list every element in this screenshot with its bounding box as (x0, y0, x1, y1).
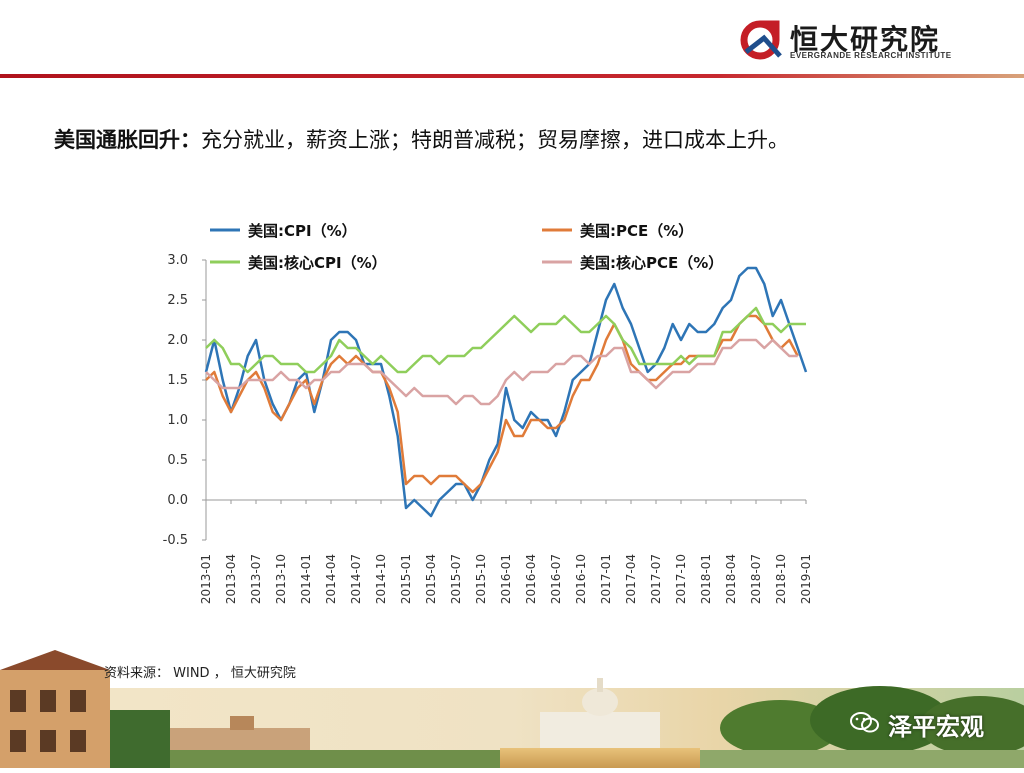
x-tick-label: 2015-07 (449, 554, 463, 604)
y-tick-label: 1.0 (167, 413, 188, 428)
evergrande-logo-icon (740, 20, 782, 60)
chart-axes: 3.0 2.5 2.0 1.5 1.0 0.5 0.0 -0.5 2013-01 2013-04 2… (163, 253, 813, 604)
x-tick-label: 2019-01 (799, 554, 813, 604)
x-tick-label: 2016-10 (574, 554, 588, 604)
wechat-icon (850, 712, 879, 733)
logo-text-en: EVERGRANDE RESEARCH INSTITUTE (790, 51, 952, 60)
x-tick-label: 2017-10 (674, 554, 688, 604)
watermark-text: 泽平宏观 (888, 713, 984, 741)
legend-label: 美国:PCE（%） (580, 222, 693, 240)
logo-text-cn: 恒大研究院 (790, 23, 941, 56)
x-tick-label: 2018-10 (774, 554, 788, 604)
x-tick-label: 2018-07 (749, 554, 763, 604)
inflation-line-chart: 美国:CPI（%） 美国:PCE（%） 美国:核心CPI（%） 美国:核心PCE（%）… (163, 222, 813, 604)
chart-series (204, 266, 808, 518)
logo: 恒大研究院 EVERGRANDE RESEARCH INSTITUTE (740, 18, 980, 66)
x-tick-label: 2017-04 (624, 554, 638, 604)
legend-label: 美国:CPI（%） (248, 222, 357, 240)
series-line-2 (205, 314, 799, 494)
data-source-note: 资料来源： WIND ， 恒大研究院 (104, 666, 296, 681)
y-tick-label: 0.0 (167, 493, 188, 508)
y-tick-label: 2.5 (167, 293, 188, 308)
x-tick-label: 2016-01 (499, 554, 513, 604)
y-tick-label: 2.0 (167, 333, 188, 348)
footer-banner (0, 640, 1024, 768)
x-tick-label: 2013-07 (249, 554, 263, 604)
header: 恒大研究院 EVERGRANDE RESEARCH INSTITUTE (0, 0, 1024, 80)
chart-legend: 美国:CPI（%） 美国:PCE（%） 美国:核心CPI（%） 美国:核心PCE（%） (210, 222, 723, 272)
x-tick-label: 2016-04 (524, 554, 538, 604)
x-tick-label: 2016-07 (549, 554, 563, 604)
y-tick-label: -0.5 (163, 533, 188, 548)
footer-landscape-image (0, 650, 1024, 768)
series-line-4 (205, 338, 798, 406)
watermark: 泽平宏观 (850, 705, 1020, 745)
legend-label: 美国:核心CPI（%） (248, 254, 387, 272)
x-tick-label: 2013-10 (274, 554, 288, 604)
x-tick-label: 2017-01 (599, 554, 613, 604)
x-tick-label: 2018-04 (724, 554, 738, 604)
page-headline: 美国通胀回升：充分就业，薪资上涨；特朗普减税；贸易摩擦，进口成本上升。 (54, 124, 789, 154)
x-tick-label: 2014-10 (374, 554, 388, 604)
x-tick-label: 2013-04 (224, 554, 238, 604)
x-tick-label: 2015-01 (399, 554, 413, 604)
x-tick-label: 2013-01 (199, 554, 213, 604)
y-tick-label: 1.5 (167, 373, 188, 388)
y-tick-label: 0.5 (167, 453, 188, 468)
x-tick-label: 2015-10 (474, 554, 488, 604)
y-tick-label: 3.0 (167, 253, 188, 268)
legend-label: 美国:核心PCE（%） (580, 254, 723, 272)
x-tick-label: 2014-04 (324, 554, 338, 604)
headline-bold: 美国通胀回升： (54, 128, 201, 152)
series-line-3 (205, 306, 806, 374)
x-tick-label: 2018-01 (699, 554, 713, 604)
x-tick-label: 2014-01 (299, 554, 313, 604)
x-tick-label: 2015-04 (424, 554, 438, 604)
header-divider (0, 74, 1024, 78)
x-tick-label: 2017-07 (649, 554, 663, 604)
headline-text: 充分就业，薪资上涨；特朗普减税；贸易摩擦，进口成本上升。 (201, 128, 789, 152)
x-tick-label: 2014-07 (349, 554, 363, 604)
